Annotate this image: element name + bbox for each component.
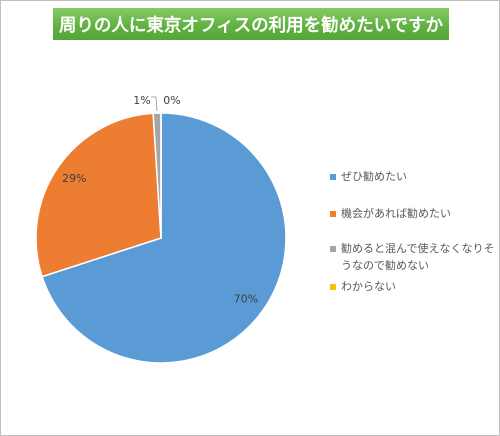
legend-marker-not-recommend <box>330 245 336 252</box>
pie-slices <box>35 112 287 364</box>
legend-label-recommend-if-chance: 機会があれば勧めたい <box>341 207 451 220</box>
leader-line-not-recommend <box>151 96 158 112</box>
legend-marker-dont-know <box>330 283 336 290</box>
legend-item-recommend-if-chance: 機会があれば勧めたい <box>330 205 496 222</box>
data-labels: 70% 29% 1% 0% <box>62 94 258 306</box>
legend-item-strongly-recommend: ぜひ勧めたい <box>330 168 496 185</box>
chart-title: 周りの人に東京オフィスの利用を勧めたいですか <box>58 15 444 36</box>
legend-label-dont-know: わからない <box>341 280 396 293</box>
pie-slice-strongly-recommend <box>41 112 287 364</box>
data-label-not-recommend: 1% <box>133 94 150 107</box>
data-label-dont-know: 0% <box>163 94 180 107</box>
legend-marker-strongly-recommend <box>330 173 336 180</box>
data-label-recommend-if-chance: 29% <box>62 172 86 185</box>
title-banner: 周りの人に東京オフィスの利用を勧めたいですか <box>53 8 449 40</box>
legend-item-dont-know: わからない <box>330 278 496 295</box>
legend-label-strongly-recommend: ぜひ勧めたい <box>341 170 407 183</box>
legend-label-not-recommend: 勧めると混んで使えなくなりそうなので勧めない <box>341 242 495 272</box>
legend-item-not-recommend: 勧めると混んで使えなくなりそうなので勧めない <box>330 240 496 274</box>
pie-slice-recommend-if-chance <box>35 112 162 278</box>
legend-marker-recommend-if-chance <box>330 210 336 217</box>
data-label-strongly-recommend: 70% <box>234 293 258 306</box>
legend: ぜひ勧めたい 機会があれば勧めたい 勧めると混んで使えなくなりそうなので勧めない… <box>330 1 496 435</box>
